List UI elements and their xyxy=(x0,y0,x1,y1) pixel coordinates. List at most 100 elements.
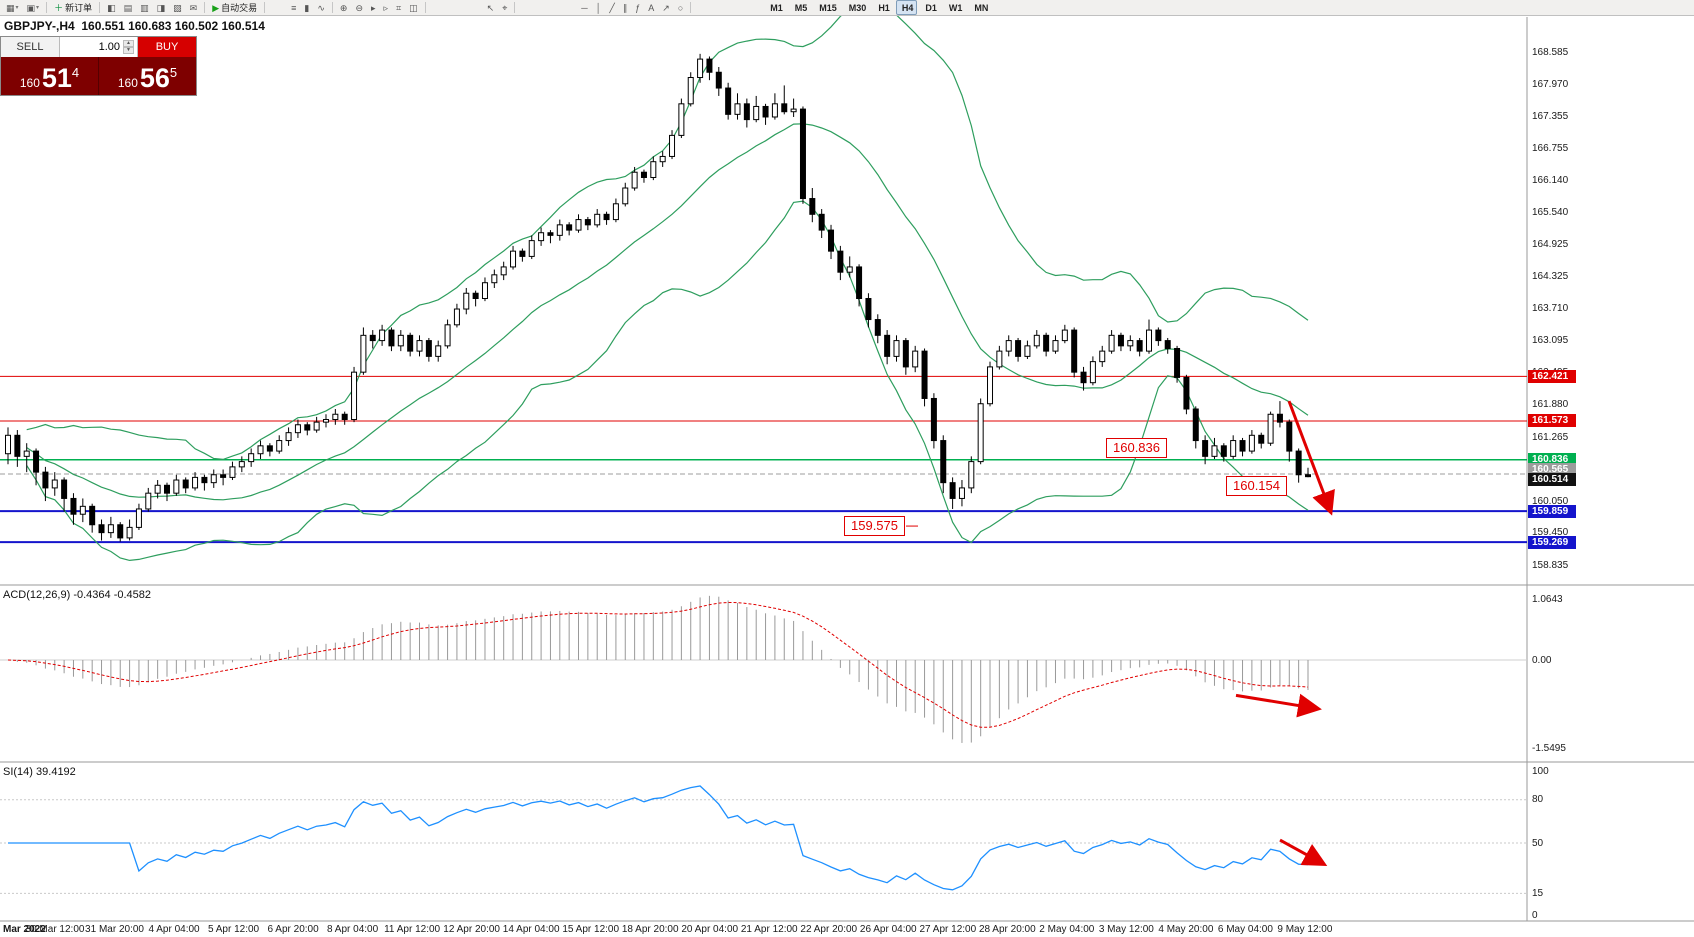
channel-tool-icon: ∥ xyxy=(622,2,628,13)
candlestick-mode[interactable]: ▮ xyxy=(301,0,312,15)
tile-windows[interactable]: ◫ xyxy=(406,0,421,15)
new-order-button-icon: ＋ xyxy=(54,2,64,13)
volume-input[interactable]: 1.00 xyxy=(60,37,137,57)
mailbox[interactable]: ✉ xyxy=(187,0,201,15)
timeframe-d1[interactable]: D1 xyxy=(919,0,941,15)
grid-toggle[interactable]: ⌗ xyxy=(393,0,404,15)
macd-name: ACD(12,26,9) xyxy=(3,589,71,601)
cursor-tool-icon: ↖ xyxy=(486,2,495,13)
new-order-button-label: 新订单 xyxy=(65,3,93,13)
strategy-tester[interactable]: ▧ xyxy=(170,0,185,15)
terminal-icon: ◨ xyxy=(156,2,166,13)
timeframe-m15-label: M15 xyxy=(819,2,837,13)
text-tool[interactable]: A xyxy=(645,0,657,15)
zoom-out[interactable]: ⊖ xyxy=(352,0,366,15)
autotrading-button[interactable]: ▶ 自动交易 xyxy=(209,0,260,15)
buy-price-prefix: 160 xyxy=(117,76,138,90)
sell-price-prefix: 160 xyxy=(19,76,40,90)
trade-panel-header: SELL 1.00 BUY xyxy=(1,37,196,57)
zoom-in[interactable]: ⊕ xyxy=(337,0,351,15)
timeframe-mn-label: MN xyxy=(974,2,989,13)
buy-button[interactable]: BUY xyxy=(137,37,196,57)
bar-chart-mode-icon: ≡ xyxy=(291,2,297,13)
timeframe-m30-label: M30 xyxy=(848,2,867,13)
chart-shift[interactable]: ▹ xyxy=(381,0,392,15)
tile-windows-icon: ◫ xyxy=(409,2,418,13)
volume-value: 1.00 xyxy=(98,41,120,53)
sell-price-display[interactable]: 160514 xyxy=(1,57,98,95)
timeframe-d1-label: D1 xyxy=(925,2,937,13)
timeframe-w1[interactable]: W1 xyxy=(943,0,967,15)
timeframe-mn[interactable]: MN xyxy=(968,0,992,15)
new-chart-icon: ▦ xyxy=(6,2,15,13)
crosshair-tool[interactable]: ⌖ xyxy=(499,0,510,15)
toolbar-separator xyxy=(264,2,266,13)
timeframe-w1-label: W1 xyxy=(948,2,963,13)
terminal[interactable]: ◨ xyxy=(154,0,169,15)
timeframe-h4-label: H4 xyxy=(901,2,914,13)
buy-price-display[interactable]: 160565 xyxy=(99,57,196,95)
timeframe-m5-label: M5 xyxy=(794,2,808,13)
toolbar-separator xyxy=(204,2,206,13)
trendline-tool-icon: ╱ xyxy=(609,2,615,13)
data-window[interactable]: ▤ xyxy=(121,0,136,15)
volume-spinner xyxy=(123,40,134,54)
sell-price-big: 51 xyxy=(41,63,72,93)
shapes-tool[interactable]: ○ xyxy=(675,0,686,15)
toolbar-separator xyxy=(99,2,101,13)
chart-ohlc: 160.551 160.683 160.502 160.514 xyxy=(81,19,265,33)
one-click-trading-panel: SELL 1.00 BUY 160514 160565 xyxy=(0,36,197,96)
volume-up-icon[interactable] xyxy=(123,40,134,47)
channel-tool[interactable]: ∥ xyxy=(620,0,631,15)
chart-profiles-caret-icon: ▾ xyxy=(36,5,40,11)
timeframe-h1[interactable]: H1 xyxy=(872,0,894,15)
timeframe-h4[interactable]: H4 xyxy=(895,0,918,15)
vertical-line-tool[interactable]: │ xyxy=(593,0,605,15)
timeframe-m30[interactable]: M30 xyxy=(843,0,871,15)
macd-values: -0.4364 -0.4582 xyxy=(73,589,151,601)
text-tool-icon: A xyxy=(648,2,655,13)
arrows-tool[interactable]: ↗ xyxy=(659,0,673,15)
autotrading-button-label: 自动交易 xyxy=(221,3,258,13)
rsi-name: SI(14) xyxy=(3,766,33,778)
market-watch[interactable]: ◧ xyxy=(104,0,119,15)
vertical-line-tool-icon: │ xyxy=(595,2,602,13)
new-order-button[interactable]: ＋新订单 xyxy=(51,0,95,15)
timeframe-m15[interactable]: M15 xyxy=(813,0,841,15)
toolbar-separator xyxy=(331,2,333,13)
timeframe-h1-label: H1 xyxy=(878,2,890,13)
timeframe-m1-label: M1 xyxy=(770,2,783,13)
zoom-in-icon: ⊕ xyxy=(339,2,348,13)
zoom-out-icon: ⊖ xyxy=(355,2,364,13)
timeframe-m5[interactable]: M5 xyxy=(789,0,812,15)
new-chart-caret-icon: ▾ xyxy=(15,5,19,11)
fibonacci-tool[interactable]: ƒ xyxy=(632,0,643,15)
bar-chart-mode[interactable]: ≡ xyxy=(288,0,299,15)
sell-price-sup: 4 xyxy=(71,65,80,80)
chart-profiles[interactable]: ▣ ▾ xyxy=(24,0,43,15)
auto-scroll[interactable]: ▸ xyxy=(368,0,379,15)
line-chart-mode[interactable]: ∿ xyxy=(314,0,328,15)
auto-scroll-icon: ▸ xyxy=(371,2,376,13)
chart-profiles-icon: ▣ xyxy=(26,2,36,13)
toolbar-separator xyxy=(514,2,516,13)
horizontal-line-tool[interactable]: ─ xyxy=(578,0,590,15)
arrows-tool-icon: ↗ xyxy=(662,2,670,13)
fibonacci-tool-icon: ƒ xyxy=(635,2,641,13)
navigator-icon: ▥ xyxy=(140,2,149,13)
navigator[interactable]: ▥ xyxy=(137,0,152,15)
new-chart[interactable]: ▦ ▾ xyxy=(3,0,22,15)
trade-panel-prices: 160514 160565 xyxy=(1,57,196,95)
rsi-value: 39.4192 xyxy=(36,766,76,778)
volume-down-icon[interactable] xyxy=(123,47,134,54)
line-chart-mode-icon: ∿ xyxy=(317,2,325,13)
toolbar-separator xyxy=(46,2,48,13)
timeframe-m1[interactable]: M1 xyxy=(764,0,787,15)
trendline-tool[interactable]: ╱ xyxy=(606,0,617,15)
sell-button[interactable]: SELL xyxy=(1,37,60,57)
shapes-tool-icon: ○ xyxy=(677,2,684,13)
crosshair-tool-icon: ⌖ xyxy=(502,2,508,13)
cursor-tool[interactable]: ↖ xyxy=(484,0,498,15)
chart-symbol-period: GBPJPY-,H4 xyxy=(4,19,75,33)
